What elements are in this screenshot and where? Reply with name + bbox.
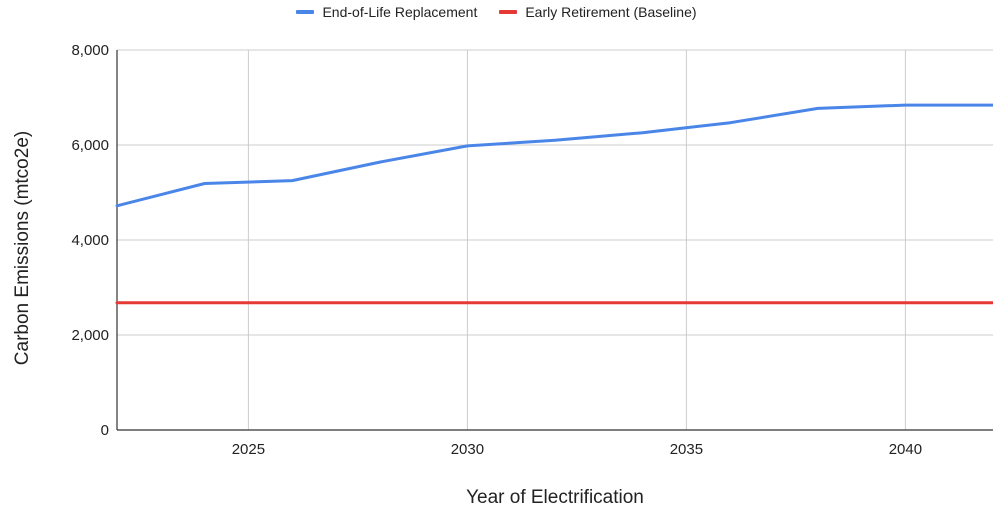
y-tick-label: 0 [101,422,109,439]
axes [116,50,993,431]
legend-label-early-retirement: Early Retirement (Baseline) [525,4,697,20]
legend: End-of-Life Replacement Early Retirement… [0,4,993,20]
x-tick-label: 2030 [451,441,484,458]
legend-item-end-of-life[interactable]: End-of-Life Replacement [296,4,477,20]
legend-item-early-retirement[interactable]: Early Retirement (Baseline) [499,4,697,20]
legend-swatch-end-of-life [296,10,315,14]
series-line-end-of-life[interactable] [115,103,993,208]
legend-swatch-early-retirement [499,10,518,14]
tick-labels: 0 2,000 4,000 6,000 8,000 2025 2030 2035 2040 [71,42,922,458]
x-axis-title: Year of Electrification [466,487,644,507]
y-tick-label: 6,000 [71,137,109,154]
y-tick-label: 8,000 [71,42,109,59]
series-lines [115,103,993,305]
y-tick-label: 4,000 [71,232,109,249]
x-tick-label: 2025 [232,441,265,458]
legend-label-end-of-life: End-of-Life Replacement [322,4,478,20]
y-axis-title: Carbon Emissions (mtco2e) [12,131,33,365]
x-tick-label: 2040 [889,441,922,458]
x-tick-label: 2035 [670,441,703,458]
y-tick-label: 2,000 [71,327,109,344]
